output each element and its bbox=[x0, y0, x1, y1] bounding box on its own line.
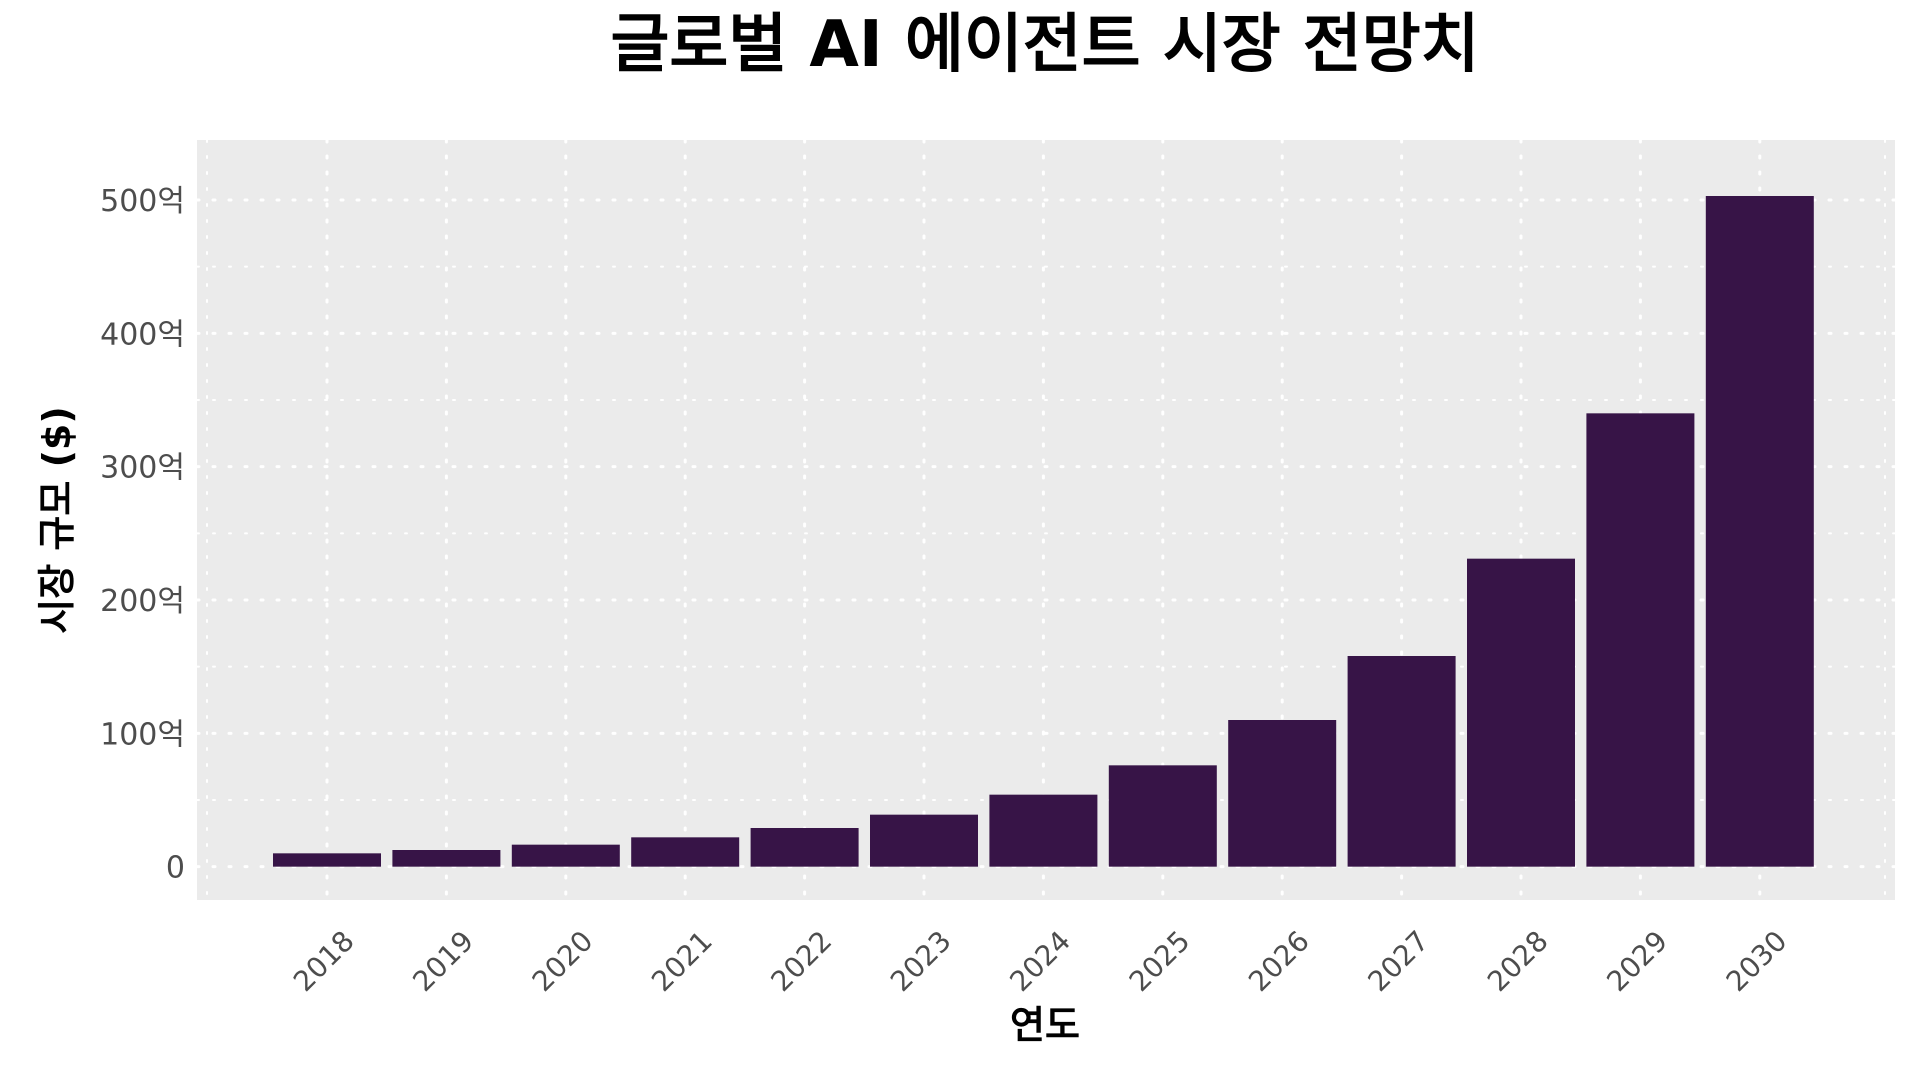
bar-2029 bbox=[1586, 413, 1695, 867]
y-tick-label: 500억 bbox=[100, 184, 185, 219]
x-tick-label: 2023 bbox=[884, 924, 958, 998]
x-tick-label: 2025 bbox=[1123, 924, 1197, 998]
x-tick-label: 2020 bbox=[526, 924, 600, 998]
bar-2021 bbox=[631, 837, 740, 867]
bar-2027 bbox=[1347, 656, 1456, 867]
x-tick-label: 2019 bbox=[406, 924, 480, 998]
bar-2019 bbox=[392, 850, 501, 867]
bar-2028 bbox=[1467, 558, 1575, 867]
x-tick-label: 2028 bbox=[1481, 924, 1555, 998]
y-axis-ticks: 0 100억 200억 300억 400억 500억 bbox=[100, 184, 185, 886]
x-tick-label: 2030 bbox=[1720, 924, 1794, 998]
x-axis-title: 연도 bbox=[1010, 1003, 1080, 1047]
bar-2030 bbox=[1705, 196, 1814, 867]
bar-2020 bbox=[511, 844, 620, 867]
x-tick-label: 2029 bbox=[1600, 924, 1674, 998]
x-tick-label: 2021 bbox=[645, 924, 719, 998]
bar-2026 bbox=[1228, 720, 1337, 867]
x-tick-label: 2027 bbox=[1362, 924, 1436, 998]
y-axis-title: 시장 규모 ($) bbox=[35, 406, 79, 633]
y-tick-label: 400억 bbox=[100, 317, 185, 352]
bar-2024 bbox=[989, 794, 1098, 867]
y-tick-label: 200억 bbox=[100, 584, 185, 619]
x-tick-label: 2018 bbox=[287, 924, 361, 998]
bar-2018 bbox=[273, 853, 381, 867]
y-tick-label: 300억 bbox=[100, 451, 185, 486]
bars bbox=[273, 196, 1814, 867]
bar-2023 bbox=[870, 814, 978, 867]
x-tick-label: 2022 bbox=[765, 924, 839, 998]
y-tick-label: 0 bbox=[166, 851, 185, 886]
x-tick-label: 2024 bbox=[1003, 924, 1077, 998]
chart-title: 글로벌 AI 에이전트 시장 전망치 bbox=[610, 8, 1479, 82]
x-tick-label: 2026 bbox=[1242, 924, 1316, 998]
x-axis-ticks: 2018 2019 2020 2021 2022 2023 2024 2025 2026 2027… bbox=[287, 924, 1794, 998]
bar-2022 bbox=[750, 828, 859, 867]
bar-2025 bbox=[1108, 765, 1217, 867]
y-tick-label: 100억 bbox=[100, 717, 185, 752]
